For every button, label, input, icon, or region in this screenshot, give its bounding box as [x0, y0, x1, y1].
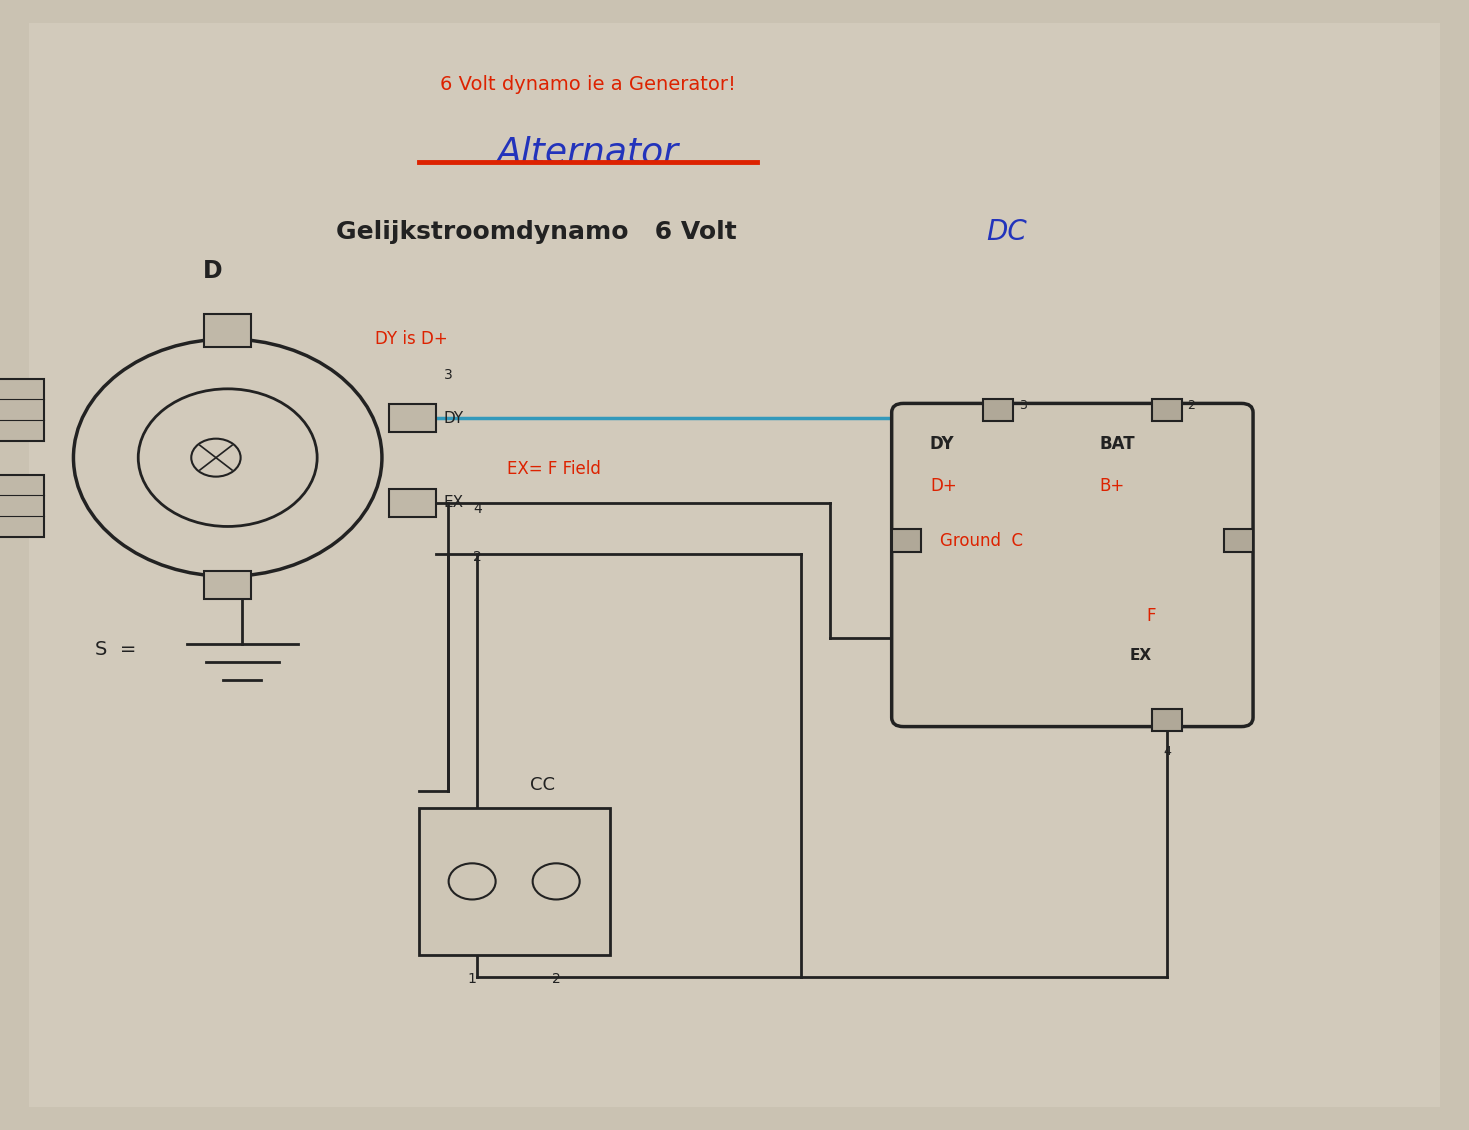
Bar: [204, 571, 251, 599]
Text: D: D: [203, 259, 223, 282]
Text: Ground  C: Ground C: [940, 531, 1024, 549]
Text: DC: DC: [986, 218, 1027, 245]
Bar: [204, 314, 251, 348]
Text: B+: B+: [1099, 477, 1125, 495]
Bar: [0, 475, 44, 537]
Text: 3: 3: [444, 368, 452, 382]
Text: S  =: S =: [95, 641, 137, 659]
Text: D+: D+: [930, 477, 956, 495]
Bar: [389, 488, 436, 518]
Text: Gelijkstroomdynamo   6 Volt: Gelijkstroomdynamo 6 Volt: [336, 219, 736, 244]
Text: DY: DY: [930, 435, 955, 453]
Text: 3: 3: [1018, 399, 1027, 412]
Text: CC: CC: [530, 776, 555, 794]
Text: EX: EX: [1130, 647, 1152, 663]
Bar: [1152, 399, 1181, 421]
Text: Alternator: Alternator: [497, 136, 679, 170]
FancyBboxPatch shape: [29, 23, 1440, 1107]
Text: 2: 2: [1187, 399, 1196, 412]
Text: 2: 2: [473, 550, 482, 564]
Text: EX= F Field: EX= F Field: [507, 460, 601, 478]
Text: 4: 4: [473, 502, 482, 515]
Bar: [892, 529, 921, 551]
Bar: [1224, 529, 1253, 551]
Text: EX: EX: [444, 495, 464, 511]
Text: F: F: [1147, 607, 1156, 625]
Text: DY: DY: [444, 410, 464, 426]
Bar: [1152, 709, 1181, 731]
Bar: [419, 808, 610, 955]
Text: DY is D+: DY is D+: [375, 330, 448, 348]
Bar: [983, 399, 1012, 421]
Bar: [0, 379, 44, 441]
Text: BAT: BAT: [1099, 435, 1136, 453]
Bar: [389, 403, 436, 432]
FancyBboxPatch shape: [892, 403, 1253, 727]
Text: 6 Volt dynamo ie a Generator!: 6 Volt dynamo ie a Generator!: [439, 76, 736, 94]
Text: 2: 2: [552, 972, 561, 985]
Text: 1: 1: [467, 972, 476, 985]
Text: 4: 4: [1163, 745, 1171, 758]
